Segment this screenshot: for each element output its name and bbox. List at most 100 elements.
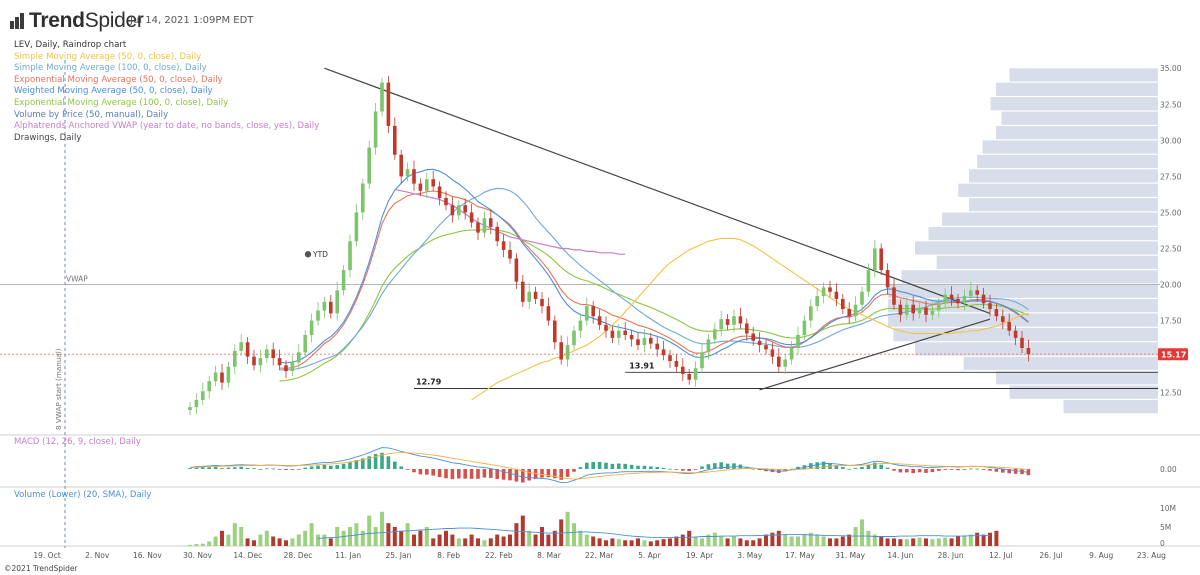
macd-histogram-bar bbox=[898, 469, 903, 473]
legend-entry[interactable]: Volume by Price (50, manual), Daily bbox=[14, 109, 169, 120]
legend-entry[interactable]: Exponential Moving Average (100, 0, clos… bbox=[14, 97, 229, 108]
candle-body bbox=[553, 320, 557, 343]
candle-body bbox=[444, 198, 448, 206]
volume-bar bbox=[540, 527, 544, 546]
candle-body bbox=[335, 290, 339, 314]
candle-body bbox=[853, 304, 858, 317]
macd-histogram-bar bbox=[661, 467, 666, 469]
macd-histogram-bar bbox=[335, 465, 339, 469]
y-tick-label: 27.50 bbox=[1160, 172, 1182, 181]
volume-bar bbox=[802, 534, 807, 546]
y-tick-label: 30.00 bbox=[1160, 136, 1182, 145]
macd-histogram-bar bbox=[361, 458, 365, 469]
candle-body bbox=[469, 212, 474, 223]
candle-body bbox=[674, 360, 679, 367]
macd-histogram-bar bbox=[597, 461, 602, 469]
candle-body bbox=[508, 249, 512, 259]
volume-bar bbox=[476, 538, 480, 546]
legend-entry[interactable]: Weighted Moving Average (50, 0, close), … bbox=[14, 86, 213, 97]
candle-body bbox=[361, 183, 365, 213]
volume-tick-label: 10M bbox=[1160, 504, 1176, 513]
volume-bar bbox=[232, 523, 237, 546]
candle-body bbox=[834, 291, 839, 299]
macd-histogram-bar bbox=[719, 462, 723, 469]
candle-body bbox=[386, 82, 391, 126]
volume-bar bbox=[463, 538, 468, 546]
candle-body bbox=[661, 349, 666, 356]
legend-entry[interactable]: Exponential Moving Average (50, 0, close… bbox=[14, 74, 223, 85]
macd-histogram-bar bbox=[745, 466, 749, 469]
volume-profile-bar bbox=[915, 241, 1158, 255]
candle-body bbox=[367, 147, 371, 184]
macd-histogram-bar bbox=[265, 468, 269, 470]
timestamp: Jul 14, 2021 1:09PM EDT bbox=[130, 15, 254, 26]
macd-histogram-bar bbox=[866, 464, 871, 469]
volume-bar bbox=[911, 538, 916, 546]
legend-entry[interactable]: Drawings, Daily bbox=[14, 132, 82, 143]
macd-histogram-bar bbox=[911, 469, 915, 474]
x-tick-label: 17. May bbox=[785, 551, 815, 560]
indicator-legend: LEV, Daily, Raindrop chart Simple Moving… bbox=[14, 40, 319, 144]
macd-histogram-bar bbox=[905, 469, 909, 473]
volume-bar bbox=[220, 530, 224, 546]
macd-histogram-bar bbox=[405, 469, 410, 470]
legend-entry[interactable]: Alphatrends Anchored VWAP (year to date,… bbox=[14, 121, 320, 132]
volume-bar bbox=[693, 536, 698, 546]
trendspider-logo-icon bbox=[10, 13, 24, 29]
chart-title: LEV, Daily, Raindrop chart bbox=[14, 40, 127, 50]
ytd-marker-icon bbox=[304, 251, 312, 258]
macd-histogram-bar bbox=[655, 466, 659, 469]
candle-body bbox=[533, 291, 538, 299]
candle-body bbox=[949, 294, 954, 299]
macd-histogram-bar bbox=[642, 465, 647, 469]
trendline-support bbox=[759, 318, 991, 391]
candle-body bbox=[399, 154, 403, 177]
volume-profile-bar bbox=[1009, 385, 1158, 399]
candle-body bbox=[937, 303, 941, 311]
macd-histogram-bar bbox=[489, 469, 493, 478]
volume-bar bbox=[975, 532, 980, 546]
macd-histogram-bar bbox=[290, 469, 295, 470]
volume-bar bbox=[341, 530, 346, 546]
volume-title: Volume (Lower) (20, SMA), Daily bbox=[14, 490, 151, 500]
macd-signal-line bbox=[189, 452, 1029, 480]
macd-histogram-bar bbox=[540, 469, 544, 478]
volume-bar bbox=[808, 532, 813, 546]
candle-body bbox=[194, 399, 199, 408]
volume-profile-bar bbox=[996, 82, 1158, 96]
candle-body bbox=[841, 298, 845, 310]
macd-histogram-bar bbox=[834, 465, 839, 469]
volume-profile-bar bbox=[915, 342, 1158, 356]
candle-body bbox=[924, 307, 928, 315]
volume-bar bbox=[917, 537, 922, 546]
y-tick-label: 17.50 bbox=[1160, 317, 1182, 326]
macd-histogram-bar bbox=[233, 467, 237, 469]
candle-body bbox=[572, 330, 576, 346]
macd-histogram-bar bbox=[322, 464, 327, 469]
macd-histogram-bar bbox=[188, 468, 192, 469]
macd-histogram-bar bbox=[271, 468, 275, 470]
x-tick-label: 2. Nov bbox=[85, 551, 110, 560]
legend-entry[interactable]: Simple Moving Average (50, 0, close), Da… bbox=[14, 51, 202, 62]
macd-histogram-bar bbox=[623, 463, 627, 469]
volume-bar bbox=[213, 536, 218, 546]
candle-body bbox=[418, 183, 423, 191]
candle-body bbox=[905, 304, 909, 315]
macd-histogram-bar bbox=[847, 468, 851, 470]
macd-histogram-bar bbox=[975, 468, 979, 470]
x-tick-label: 19. Apr bbox=[686, 551, 714, 560]
volume-bar bbox=[437, 534, 442, 546]
macd-histogram-bar bbox=[239, 466, 243, 469]
macd-histogram-bar bbox=[565, 469, 570, 477]
volume-bar bbox=[904, 539, 909, 546]
volume-bar bbox=[610, 538, 615, 546]
volume-bar bbox=[879, 536, 884, 546]
volume-bar bbox=[764, 534, 768, 546]
macd-histogram-bar bbox=[444, 469, 448, 479]
candle-body bbox=[591, 306, 595, 317]
volume-bar bbox=[572, 523, 576, 546]
candle-body bbox=[354, 212, 359, 242]
legend-entry[interactable]: Simple Moving Average (100, 0, close), D… bbox=[14, 63, 207, 74]
candle-body bbox=[777, 356, 781, 367]
